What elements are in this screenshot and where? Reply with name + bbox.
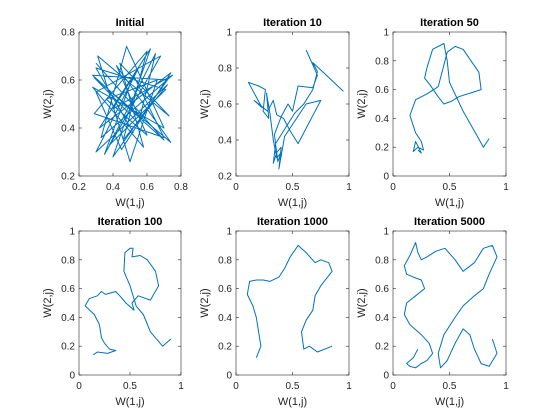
y-tick-label: 0.4	[218, 313, 232, 324]
x-tick-label: 0	[233, 381, 239, 392]
x-tick-label: 1	[346, 182, 352, 193]
x-tick-label: 0.5	[286, 381, 300, 392]
x-tick-label: 0	[390, 182, 396, 193]
y-tick-label: 0.8	[218, 255, 232, 266]
y-tick-label: 1	[226, 227, 232, 238]
y-tick-label: 0.4	[218, 136, 232, 147]
weight-path-line	[247, 49, 344, 170]
subplot-title: Iteration 100	[98, 216, 163, 228]
y-tick-label: 0.6	[375, 284, 389, 295]
subplot-3: 0 0.5 1 0 0.2 0.4 0.6 0.8 1 Iteration 100 W(1,j) W(…	[42, 216, 184, 408]
plot-area	[78, 230, 182, 376]
y-tick-label: 0.8	[375, 56, 389, 67]
y-tick-label: 0.8	[61, 28, 75, 39]
weight-path-line	[246, 244, 333, 358]
y-tick-label: 0.2	[61, 172, 75, 183]
x-tick-label: 0.8	[174, 182, 188, 193]
x-tick-label: 0.5	[286, 182, 300, 193]
y-axis-label: W(2,j)	[42, 89, 54, 118]
y-tick-label: 0	[226, 371, 232, 382]
x-axis-label: W(1,j)	[278, 396, 307, 408]
y-axis-label: W(2,j)	[356, 89, 368, 118]
plot-area	[235, 230, 350, 376]
weight-path-line	[403, 242, 498, 369]
x-axis-label: W(1,j)	[435, 197, 464, 209]
y-tick-label: 0.6	[218, 284, 232, 295]
x-tick-label: 1	[503, 182, 509, 193]
y-tick-label: 1	[226, 28, 232, 39]
x-tick-label: 1	[346, 381, 352, 392]
plot-area	[392, 31, 507, 177]
y-tick-label: 0.2	[375, 342, 389, 353]
y-tick-label: 0.4	[61, 313, 75, 324]
x-tick-label: 0.5	[443, 381, 457, 392]
y-tick-label: 0	[69, 371, 75, 382]
y-tick-label: 0.2	[375, 143, 389, 154]
y-tick-label: 0	[383, 371, 389, 382]
x-axis-label: W(1,j)	[435, 396, 464, 408]
subplot-title: Iteration 10	[263, 17, 322, 29]
weight-path-line	[84, 247, 172, 356]
y-axis-label: W(2,j)	[42, 288, 54, 317]
x-tick-label: 1	[178, 381, 184, 392]
subplot-title: Iteration 50	[420, 17, 479, 29]
y-tick-label: 0.6	[61, 284, 75, 295]
x-axis-label: W(1,j)	[278, 197, 307, 209]
weight-path-line	[92, 45, 173, 163]
y-tick-label: 0	[383, 172, 389, 183]
subplot-title: Initial	[116, 17, 145, 29]
subplot-5: 0 0.5 1 0 0.2 0.4 0.6 0.8 1 Iteration 5000 W(1,j) W…	[356, 216, 509, 408]
x-tick-label: 0.5	[443, 182, 457, 193]
subplot-1: 0 0.5 1 0.2 0.4 0.6 0.8 1 Iteration 10 W(1,j) W(2,…	[199, 17, 352, 209]
y-tick-label: 1	[69, 227, 75, 238]
y-tick-label: 0.8	[218, 64, 232, 75]
y-tick-label: 1	[383, 28, 389, 39]
y-tick-label: 0.6	[375, 85, 389, 96]
y-tick-label: 0.6	[61, 76, 75, 87]
y-tick-label: 0.8	[61, 255, 75, 266]
plot-area	[235, 31, 350, 177]
subplot-2: 0 0.5 1 0 0.2 0.4 0.6 0.8 1 Iteration 50 W(1,j) W(2…	[356, 17, 509, 209]
x-tick-label: 0.2	[72, 182, 86, 193]
y-axis-label: W(2,j)	[199, 288, 211, 317]
x-tick-label: 0	[76, 381, 82, 392]
subplot-4: 0 0.5 1 0 0.2 0.4 0.6 0.8 1 Iteration 1000 W(1,j) W…	[199, 216, 352, 408]
x-tick-label: 0.6	[140, 182, 154, 193]
y-tick-label: 0.8	[375, 255, 389, 266]
y-tick-label: 0.6	[218, 100, 232, 111]
x-axis-label: W(1,j)	[115, 396, 144, 408]
y-tick-label: 0.4	[375, 114, 389, 125]
x-axis-label: W(1,j)	[115, 197, 144, 209]
y-tick-label: 0.2	[61, 342, 75, 353]
y-axis-label: W(2,j)	[199, 89, 211, 118]
y-tick-label: 1	[383, 227, 389, 238]
y-tick-label: 0.4	[61, 124, 75, 135]
y-tick-label: 0.2	[218, 342, 232, 353]
x-tick-label: 0.4	[106, 182, 120, 193]
x-tick-label: 0.5	[123, 381, 137, 392]
subplot-title: Iteration 1000	[257, 216, 328, 228]
x-tick-label: 0	[390, 381, 396, 392]
y-tick-label: 0.2	[218, 172, 232, 183]
weight-path-line	[409, 43, 490, 154]
plot-area	[392, 230, 507, 376]
x-tick-label: 1	[503, 381, 509, 392]
x-tick-label: 0	[233, 182, 239, 193]
y-axis-label: W(2,j)	[356, 288, 368, 317]
y-tick-label: 0.4	[375, 313, 389, 324]
subplot-title: Iteration 5000	[414, 216, 485, 228]
subplot-0: 0.2 0.4 0.6 0.8 0.2 0.4 0.6 0.8 Initial W(1,j) W(2…	[42, 17, 188, 209]
